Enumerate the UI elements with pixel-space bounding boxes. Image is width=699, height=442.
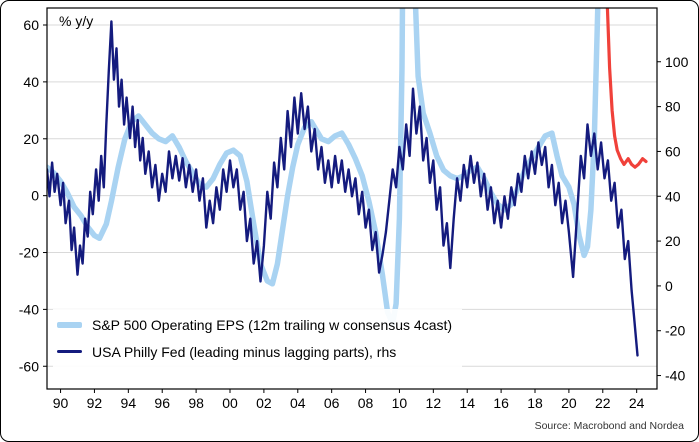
svg-text:-40: -40 <box>665 368 685 384</box>
svg-text:-20: -20 <box>665 323 685 339</box>
svg-text:06: 06 <box>324 395 340 411</box>
svg-text:94: 94 <box>121 395 137 411</box>
svg-text:20: 20 <box>23 131 39 147</box>
svg-text:20: 20 <box>665 233 681 249</box>
svg-text:08: 08 <box>358 395 374 411</box>
svg-text:0: 0 <box>31 188 39 204</box>
svg-text:90: 90 <box>53 395 69 411</box>
legend: S&P 500 Operating EPS (12m trailing w co… <box>53 309 463 367</box>
svg-text:-40: -40 <box>19 301 39 317</box>
svg-text:-60: -60 <box>19 358 39 374</box>
philly-line-swatch <box>57 350 82 353</box>
svg-text:24: 24 <box>629 395 645 411</box>
svg-text:80: 80 <box>665 99 681 115</box>
svg-text:40: 40 <box>23 74 39 90</box>
svg-text:16: 16 <box>493 395 509 411</box>
svg-text:60: 60 <box>23 17 39 33</box>
svg-text:02: 02 <box>256 395 272 411</box>
svg-text:04: 04 <box>290 395 306 411</box>
legend-label-philly: USA Philly Fed (leading minus lagging pa… <box>92 343 397 360</box>
legend-item-eps: S&P 500 Operating EPS (12m trailing w co… <box>57 311 452 338</box>
svg-text:18: 18 <box>527 395 543 411</box>
svg-text:0: 0 <box>665 278 673 294</box>
svg-text:10: 10 <box>392 395 408 411</box>
svg-text:14: 14 <box>459 395 475 411</box>
svg-text:20: 20 <box>561 395 577 411</box>
svg-text:92: 92 <box>87 395 103 411</box>
svg-text:60: 60 <box>665 143 681 159</box>
eps-line-swatch <box>57 321 82 328</box>
svg-text:96: 96 <box>154 395 170 411</box>
svg-text:40: 40 <box>665 188 681 204</box>
left-axis-unit-label: % y/y <box>59 13 94 29</box>
legend-label-eps: S&P 500 Operating EPS (12m trailing w co… <box>92 316 453 333</box>
svg-text:12: 12 <box>426 395 442 411</box>
svg-text:-20: -20 <box>19 245 39 261</box>
svg-text:00: 00 <box>222 395 238 411</box>
svg-text:98: 98 <box>188 395 204 411</box>
svg-text:100: 100 <box>665 54 689 70</box>
svg-text:22: 22 <box>595 395 611 411</box>
source-credit: Source: Macrobond and Nordea <box>534 420 684 432</box>
legend-item-philly: USA Philly Fed (leading minus lagging pa… <box>57 338 452 365</box>
